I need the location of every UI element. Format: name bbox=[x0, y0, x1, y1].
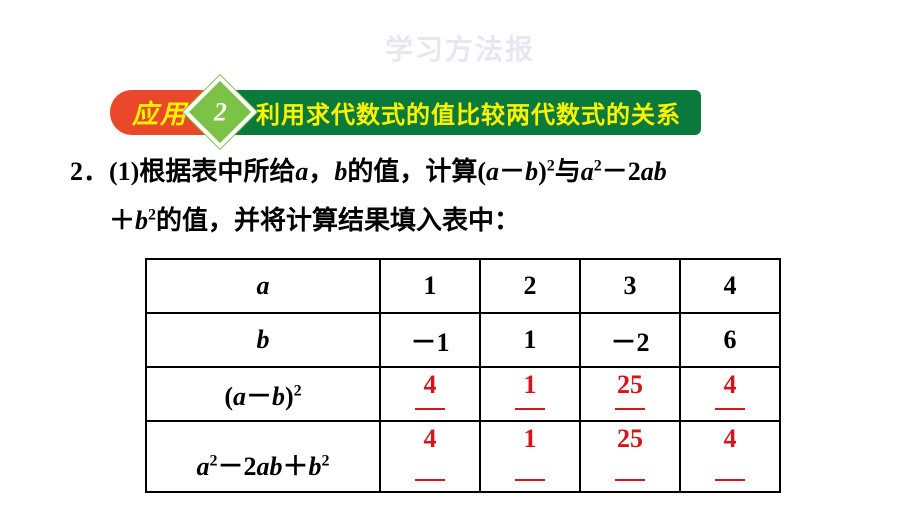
cell: 3 bbox=[580, 259, 680, 313]
q-e1c: ) bbox=[538, 157, 547, 186]
q-e2s1: 2 bbox=[594, 157, 602, 174]
answer-cell: 1 bbox=[480, 367, 580, 421]
data-table: a 1 2 3 4 b －1 1 －2 6 (a－b)2 4 1 25 4 a2… bbox=[145, 258, 781, 493]
section-header: 应用 2 利用求代数式的值比较两代数式的关系 bbox=[110, 90, 701, 134]
q-e1a: a bbox=[486, 157, 499, 186]
q-e1b: b bbox=[525, 157, 538, 186]
table-row: b －1 1 －2 6 bbox=[146, 313, 780, 367]
cell: 6 bbox=[680, 313, 780, 367]
q-var-a: a bbox=[295, 157, 308, 186]
row-header-a: a bbox=[146, 259, 380, 313]
answer-cell: 4 bbox=[380, 367, 480, 421]
cell: 1 bbox=[380, 259, 480, 313]
table-row: a 1 2 3 4 bbox=[146, 259, 780, 313]
q-e1s: 2 bbox=[547, 157, 555, 174]
answer-cell: 25 bbox=[580, 421, 680, 492]
q-e2s2: 2 bbox=[148, 207, 156, 224]
header-diamond: 2 bbox=[183, 75, 257, 149]
q-e1m: － bbox=[499, 157, 525, 186]
header-number: 2 bbox=[214, 97, 227, 127]
q-e2m: －2 bbox=[602, 157, 641, 186]
row-header-expr1: (a－b)2 bbox=[146, 367, 380, 421]
row-header-expr2: a2－2ab＋b2 bbox=[146, 421, 380, 492]
table-row: (a－b)2 4 1 25 4 bbox=[146, 367, 780, 421]
answer-cell: 25 bbox=[580, 367, 680, 421]
q-c1: ， bbox=[308, 157, 334, 186]
cell: －1 bbox=[380, 313, 480, 367]
q-t2: 的值，计算( bbox=[347, 157, 486, 186]
question-text: 2．(1)根据表中所给a，b的值，计算(a－b)2与a2－2ab ＋b2的值，并… bbox=[70, 147, 850, 246]
watermark-text: 学习方法报 bbox=[385, 28, 535, 68]
q-part: (1) bbox=[109, 157, 139, 186]
q-t1: 根据表中所给 bbox=[139, 157, 295, 186]
answer-cell: 4 bbox=[680, 367, 780, 421]
cell: 4 bbox=[680, 259, 780, 313]
q-tw: 与 bbox=[555, 157, 581, 186]
q-e2b: b bbox=[135, 206, 148, 235]
cell: 1 bbox=[480, 313, 580, 367]
header-title: 利用求代数式的值比较两代数式的关系 bbox=[224, 90, 701, 135]
q-e2ab: ab bbox=[641, 157, 667, 186]
table-row: a2－2ab＋b2 4 1 25 4 bbox=[146, 421, 780, 492]
row-header-b: b bbox=[146, 313, 380, 367]
answer-cell: 4 bbox=[680, 421, 780, 492]
q-number: 2． bbox=[70, 157, 109, 186]
answer-cell: 1 bbox=[480, 421, 580, 492]
answer-cell: 4 bbox=[380, 421, 480, 492]
q-ts: 的值，并将计算结果填入表中： bbox=[156, 206, 520, 235]
q-e2a: a bbox=[581, 157, 594, 186]
q-l2p: ＋ bbox=[109, 206, 135, 235]
cell: －2 bbox=[580, 313, 680, 367]
cell: 2 bbox=[480, 259, 580, 313]
q-var-b: b bbox=[334, 157, 347, 186]
